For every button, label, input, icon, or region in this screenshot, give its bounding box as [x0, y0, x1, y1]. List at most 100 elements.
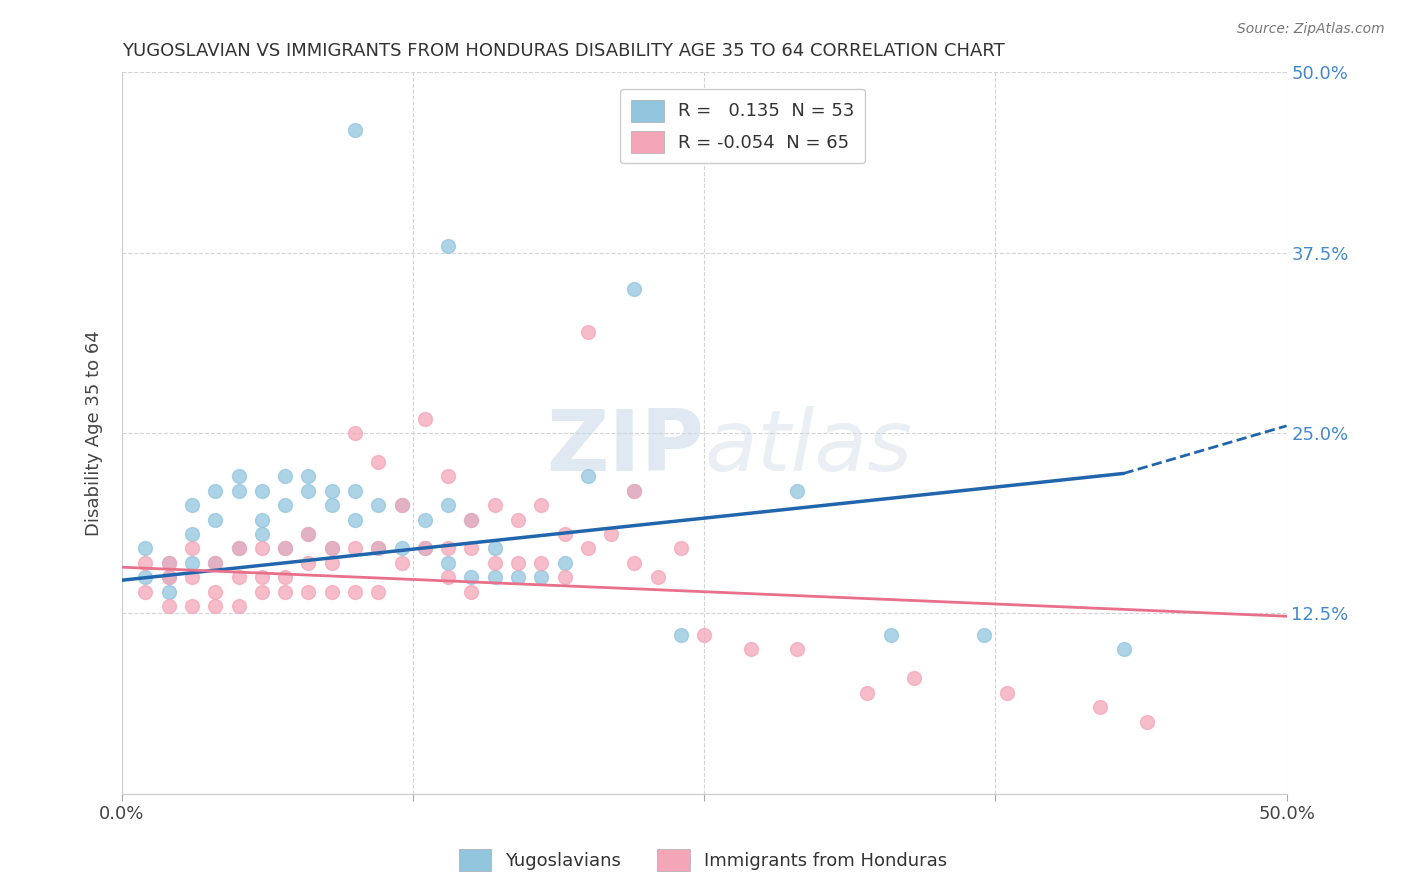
Point	[297, 527, 319, 541]
Point	[669, 628, 692, 642]
Point	[530, 556, 553, 570]
Text: ZIP: ZIP	[547, 406, 704, 489]
Point	[484, 498, 506, 512]
Point	[1112, 642, 1135, 657]
Point	[134, 541, 156, 556]
Point	[321, 541, 343, 556]
Point	[343, 584, 366, 599]
Point	[297, 469, 319, 483]
Point	[297, 527, 319, 541]
Point	[973, 628, 995, 642]
Point	[297, 584, 319, 599]
Point	[297, 556, 319, 570]
Point	[367, 541, 389, 556]
Point	[460, 513, 482, 527]
Point	[576, 541, 599, 556]
Point	[157, 599, 180, 614]
Legend: Yugoslavians, Immigrants from Honduras: Yugoslavians, Immigrants from Honduras	[451, 842, 955, 879]
Point	[413, 541, 436, 556]
Point	[157, 584, 180, 599]
Point	[506, 513, 529, 527]
Point	[228, 469, 250, 483]
Text: atlas: atlas	[704, 406, 912, 489]
Point	[506, 570, 529, 584]
Point	[740, 642, 762, 657]
Point	[367, 455, 389, 469]
Point	[903, 671, 925, 685]
Point	[274, 541, 297, 556]
Point	[157, 556, 180, 570]
Point	[437, 541, 460, 556]
Legend: R =   0.135  N = 53, R = -0.054  N = 65: R = 0.135 N = 53, R = -0.054 N = 65	[620, 88, 865, 163]
Point	[321, 584, 343, 599]
Point	[576, 325, 599, 339]
Point	[181, 570, 204, 584]
Point	[413, 411, 436, 425]
Point	[437, 570, 460, 584]
Point	[367, 498, 389, 512]
Point	[460, 541, 482, 556]
Point	[623, 556, 645, 570]
Point	[669, 541, 692, 556]
Point	[181, 599, 204, 614]
Point	[391, 541, 413, 556]
Point	[204, 483, 226, 498]
Point	[181, 498, 204, 512]
Point	[134, 556, 156, 570]
Point	[1090, 700, 1112, 714]
Point	[134, 570, 156, 584]
Point	[623, 483, 645, 498]
Point	[413, 541, 436, 556]
Point	[157, 556, 180, 570]
Point	[343, 513, 366, 527]
Point	[297, 483, 319, 498]
Point	[228, 483, 250, 498]
Point	[437, 469, 460, 483]
Point	[228, 599, 250, 614]
Point	[343, 425, 366, 440]
Point	[274, 570, 297, 584]
Point	[343, 123, 366, 137]
Point	[693, 628, 716, 642]
Point	[181, 556, 204, 570]
Point	[157, 570, 180, 584]
Point	[181, 541, 204, 556]
Point	[250, 527, 273, 541]
Point	[484, 541, 506, 556]
Point	[623, 282, 645, 296]
Point	[554, 527, 576, 541]
Point	[484, 556, 506, 570]
Point	[437, 498, 460, 512]
Point	[204, 556, 226, 570]
Point	[274, 541, 297, 556]
Text: YUGOSLAVIAN VS IMMIGRANTS FROM HONDURAS DISABILITY AGE 35 TO 64 CORRELATION CHAR: YUGOSLAVIAN VS IMMIGRANTS FROM HONDURAS …	[122, 42, 1005, 60]
Point	[856, 686, 879, 700]
Point	[367, 584, 389, 599]
Point	[391, 498, 413, 512]
Text: Source: ZipAtlas.com: Source: ZipAtlas.com	[1237, 22, 1385, 37]
Point	[274, 469, 297, 483]
Point	[995, 686, 1018, 700]
Point	[1136, 714, 1159, 729]
Point	[786, 483, 808, 498]
Point	[647, 570, 669, 584]
Point	[484, 570, 506, 584]
Point	[250, 483, 273, 498]
Point	[228, 541, 250, 556]
Point	[204, 599, 226, 614]
Point	[274, 498, 297, 512]
Y-axis label: Disability Age 35 to 64: Disability Age 35 to 64	[86, 330, 103, 536]
Point	[437, 556, 460, 570]
Point	[343, 541, 366, 556]
Point	[181, 527, 204, 541]
Point	[343, 483, 366, 498]
Point	[460, 513, 482, 527]
Point	[460, 570, 482, 584]
Point	[437, 238, 460, 252]
Point	[321, 483, 343, 498]
Point	[250, 584, 273, 599]
Point	[391, 498, 413, 512]
Point	[530, 498, 553, 512]
Point	[623, 483, 645, 498]
Point	[391, 556, 413, 570]
